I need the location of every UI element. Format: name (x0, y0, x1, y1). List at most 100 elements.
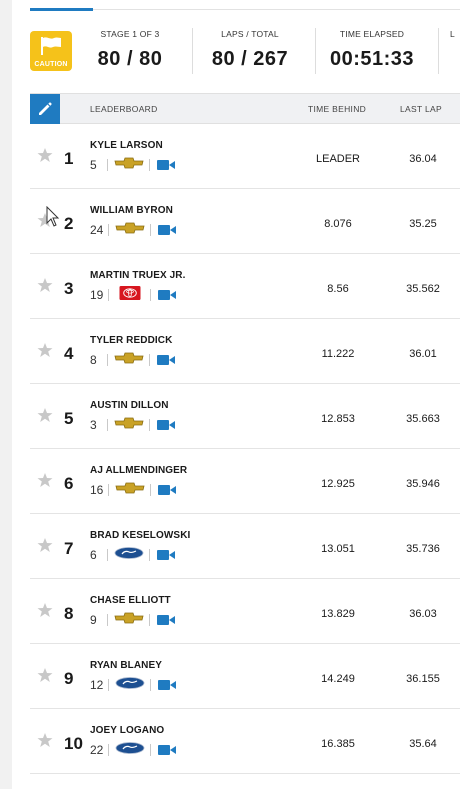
last-lap-value: 35.736 (406, 543, 440, 555)
stat-divider (315, 28, 316, 74)
video-camera-icon[interactable] (157, 679, 177, 691)
driver-name[interactable]: CHASE ELLIOTT (90, 595, 171, 606)
driver-name[interactable]: KYLE LARSON (90, 140, 163, 151)
time-behind-column-header[interactable]: TIME BEHIND (308, 104, 367, 114)
table-row[interactable]: 10 JOEY LOGANO 22 16.385 35.64 (30, 709, 460, 774)
time-behind-value: 8.56 (327, 283, 349, 295)
ford-logo (115, 741, 145, 754)
time-elapsed-label: TIME ELAPSED (339, 29, 405, 39)
stat-divider (438, 28, 439, 74)
chevrolet-logo (115, 222, 145, 233)
left-gutter (0, 0, 12, 789)
last-lap-value: 35.25 (409, 218, 437, 230)
favorite-star-icon[interactable] (37, 212, 53, 228)
table-row[interactable]: 1 KYLE LARSON 5 LEADER 36.04 (30, 124, 460, 189)
favorite-star-icon[interactable] (37, 537, 53, 553)
meta-divider (107, 419, 108, 431)
driver-name[interactable]: BRAD KESELOWSKI (90, 530, 191, 541)
toyota-logo (119, 285, 141, 300)
video-camera-icon[interactable] (157, 484, 177, 496)
time-behind-value: 16.385 (321, 738, 355, 750)
laps-value: 80 / 267 (211, 48, 289, 70)
car-info: 3 (90, 417, 176, 433)
video-camera-icon[interactable] (156, 614, 176, 626)
favorite-star-icon[interactable] (37, 342, 53, 358)
driver-name[interactable]: AJ ALLMENDINGER (90, 465, 188, 476)
stage-label: STAGE 1 OF 3 (100, 29, 160, 39)
table-row[interactable]: 8 CHASE ELLIOTT 9 13.829 36.03 (30, 579, 460, 644)
car-number: 12 (90, 678, 104, 692)
active-tab-indicator[interactable] (30, 8, 93, 11)
favorite-star-icon[interactable] (37, 667, 53, 683)
extra-stat-label: L (450, 29, 455, 39)
car-number: 24 (90, 223, 104, 237)
meta-divider (149, 549, 150, 561)
driver-name[interactable]: RYAN BLANEY (90, 660, 163, 671)
favorite-star-icon[interactable] (37, 147, 53, 163)
chevrolet-logo (115, 482, 145, 493)
car-info: 24 (90, 222, 177, 238)
meta-divider (108, 484, 110, 496)
favorite-star-icon[interactable] (37, 472, 53, 488)
meta-divider (149, 354, 150, 366)
meta-divider (149, 159, 150, 171)
meta-divider (107, 354, 108, 366)
table-row[interactable]: 2 WILLIAM BYRON 24 8.076 35.25 (30, 189, 460, 254)
manufacturer-slot (115, 481, 145, 500)
video-camera-icon[interactable] (157, 224, 177, 236)
chevrolet-logo (114, 352, 144, 363)
favorite-star-icon[interactable] (37, 732, 53, 748)
manufacturer-slot (115, 285, 145, 305)
time-behind-value: 12.925 (321, 478, 355, 490)
last-lap-column-header[interactable]: LAST LAP (400, 104, 442, 114)
video-camera-icon[interactable] (156, 549, 176, 561)
table-row[interactable]: 7 BRAD KESELOWSKI 6 13.051 35.736 (30, 514, 460, 579)
video-camera-icon[interactable] (156, 354, 176, 366)
table-row[interactable]: 3 MARTIN TRUEX JR. 19 8.56 35.562 (30, 254, 460, 319)
meta-divider (108, 679, 110, 691)
time-elapsed-value: 00:51:33 (329, 48, 415, 70)
table-row[interactable]: 5 AUSTIN DILLON 3 12.853 35.663 (30, 384, 460, 449)
meta-divider (150, 484, 152, 496)
edit-leaderboard-button[interactable] (30, 94, 60, 124)
car-number: 9 (90, 613, 97, 627)
last-lap-value: 35.663 (406, 413, 440, 425)
flag-icon (41, 37, 61, 55)
car-info: 6 (90, 546, 176, 563)
favorite-star-icon[interactable] (37, 602, 53, 618)
position-number: 7 (64, 539, 74, 558)
position-number: 8 (64, 604, 74, 623)
driver-name[interactable]: WILLIAM BYRON (90, 205, 173, 216)
favorite-star-icon[interactable] (37, 407, 53, 423)
driver-name[interactable]: MARTIN TRUEX JR. (90, 270, 186, 281)
video-camera-icon[interactable] (157, 744, 177, 756)
flag-status-label: CAUTION (34, 61, 68, 68)
time-elapsed-stat: TIME ELAPSED 00:51:33 (322, 22, 422, 71)
time-behind-value: LEADER (315, 153, 361, 165)
last-lap-value: 36.03 (409, 608, 437, 620)
leaderboard-column-header[interactable]: LEADERBOARD (90, 104, 158, 114)
meta-divider (107, 159, 108, 171)
video-camera-icon[interactable] (157, 289, 177, 301)
car-number: 16 (90, 483, 104, 497)
meta-divider (149, 419, 150, 431)
mouse-cursor-icon (46, 206, 60, 227)
driver-name[interactable]: JOEY LOGANO (90, 725, 165, 736)
driver-name[interactable]: AUSTIN DILLON (90, 400, 169, 411)
position-number: 4 (64, 344, 74, 363)
meta-divider (107, 614, 108, 626)
table-row[interactable]: 6 AJ ALLMENDINGER 16 12.925 35.946 (30, 449, 460, 514)
video-camera-icon[interactable] (156, 159, 176, 171)
car-info: 9 (90, 612, 176, 628)
position-number: 1 (64, 149, 74, 168)
driver-name[interactable]: TYLER REDDICK (90, 335, 173, 346)
favorite-star-icon[interactable] (37, 277, 53, 293)
position-number: 9 (64, 669, 74, 688)
last-lap-value: 36.04 (409, 153, 437, 165)
position-number: 10 (64, 734, 83, 753)
last-lap-value: 36.01 (409, 348, 437, 360)
laps-stat: LAPS / TOTAL 80 / 267 (200, 22, 300, 71)
table-row[interactable]: 9 RYAN BLANEY 12 14.249 36.155 (30, 644, 460, 709)
video-camera-icon[interactable] (156, 419, 176, 431)
table-row[interactable]: 4 TYLER REDDICK 8 11.222 36.01 (30, 319, 460, 384)
